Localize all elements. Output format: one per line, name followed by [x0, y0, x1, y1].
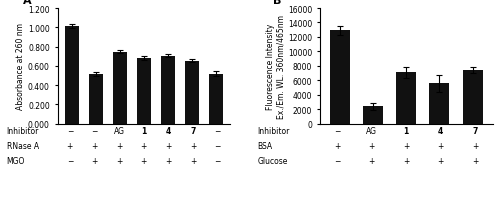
- Bar: [363, 107, 383, 124]
- Bar: [184, 61, 199, 124]
- Text: −: −: [66, 156, 73, 165]
- Bar: [208, 74, 223, 124]
- Text: −: −: [334, 126, 340, 135]
- Text: MGO: MGO: [6, 156, 25, 165]
- Text: +: +: [438, 141, 444, 150]
- Bar: [396, 73, 416, 124]
- Text: +: +: [403, 141, 409, 150]
- Text: +: +: [190, 156, 196, 165]
- Text: −: −: [214, 141, 221, 150]
- Text: Inhibitor: Inhibitor: [6, 126, 39, 135]
- Text: 7: 7: [190, 126, 196, 135]
- Text: B: B: [274, 0, 281, 6]
- Text: +: +: [403, 156, 409, 165]
- Text: +: +: [166, 141, 172, 150]
- Bar: [136, 59, 151, 124]
- Text: 1: 1: [141, 126, 146, 135]
- Text: +: +: [92, 141, 98, 150]
- Bar: [64, 27, 79, 124]
- Text: +: +: [166, 156, 172, 165]
- Bar: [160, 56, 175, 124]
- Text: +: +: [368, 156, 375, 165]
- Bar: [430, 84, 450, 124]
- Text: +: +: [368, 141, 375, 150]
- Text: −: −: [334, 156, 340, 165]
- Text: −: −: [66, 126, 73, 135]
- Text: +: +: [92, 156, 98, 165]
- Text: −: −: [92, 126, 98, 135]
- Text: +: +: [116, 141, 122, 150]
- Text: 1: 1: [404, 126, 409, 135]
- Text: Inhibitor: Inhibitor: [258, 126, 290, 135]
- Text: −: −: [214, 126, 221, 135]
- Text: +: +: [472, 156, 478, 165]
- Text: 7: 7: [472, 126, 478, 135]
- Text: 4: 4: [438, 126, 444, 135]
- Text: AG: AG: [366, 126, 377, 135]
- Text: −: −: [214, 156, 221, 165]
- Text: A: A: [23, 0, 32, 6]
- Text: +: +: [438, 156, 444, 165]
- Text: +: +: [190, 141, 196, 150]
- Text: BSA: BSA: [258, 141, 273, 150]
- Text: +: +: [140, 156, 147, 165]
- Text: +: +: [140, 141, 147, 150]
- Bar: [330, 31, 350, 124]
- Text: 4: 4: [166, 126, 171, 135]
- Text: AG: AG: [114, 126, 124, 135]
- Text: +: +: [334, 141, 340, 150]
- Text: +: +: [66, 141, 73, 150]
- Y-axis label: Absorbance at 260 nm: Absorbance at 260 nm: [16, 23, 25, 110]
- Text: Glucose: Glucose: [258, 156, 288, 165]
- Bar: [112, 52, 127, 124]
- Text: +: +: [472, 141, 478, 150]
- Text: +: +: [116, 156, 122, 165]
- Bar: [462, 71, 482, 124]
- Y-axis label: Fluorescence Intensity
Ex./Em. WL. 360nm/465nm: Fluorescence Intensity Ex./Em. WL. 360nm…: [266, 15, 285, 118]
- Bar: [88, 75, 103, 124]
- Text: RNase A: RNase A: [6, 141, 38, 150]
